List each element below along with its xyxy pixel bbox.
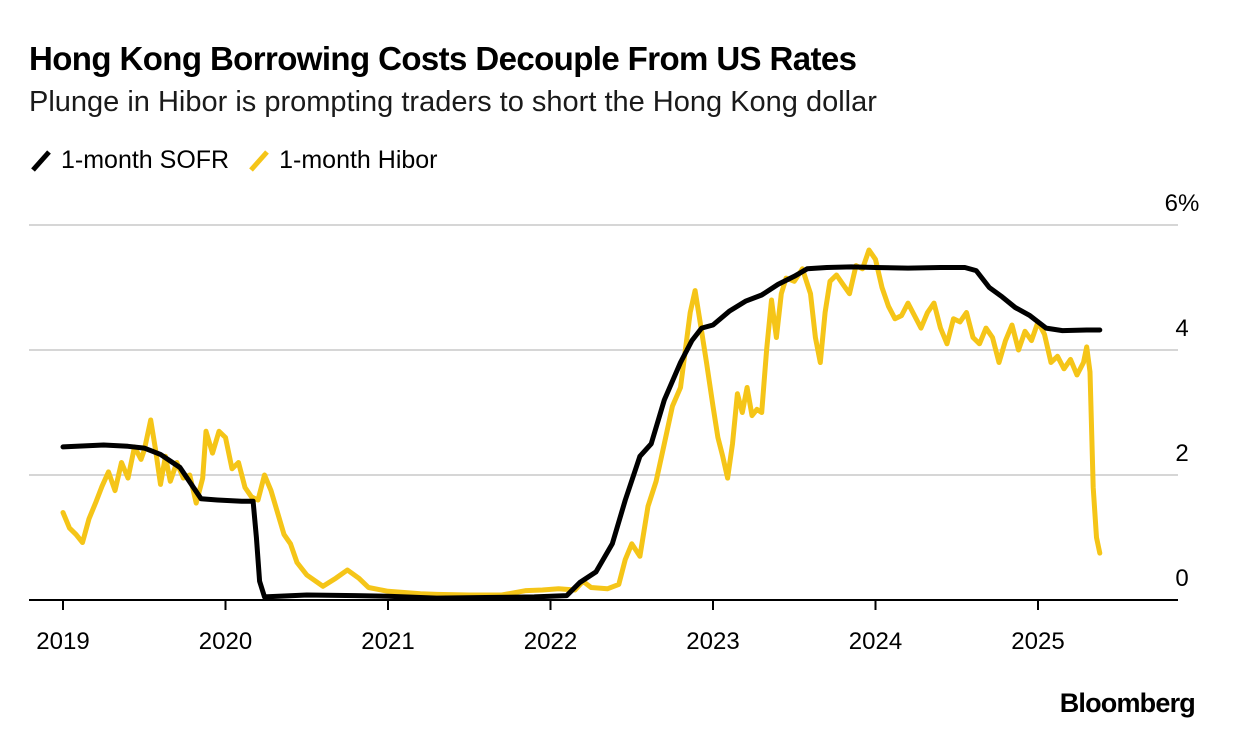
x-tick-label: 2019 — [36, 628, 89, 655]
legend-swatch-hibor — [249, 149, 269, 172]
legend-item-hibor: 1-month Hibor — [247, 146, 438, 175]
x-axis: 2019 2020 2021 2022 2023 2024 2025 — [29, 599, 1178, 655]
x-tick-label: 2022 — [524, 628, 577, 655]
y-tick-label: 0 — [1175, 565, 1188, 592]
y-tick-label: 2 — [1175, 440, 1188, 467]
x-tick-label: 2023 — [686, 628, 739, 655]
x-tick-label: 2021 — [361, 628, 414, 655]
series-line-hibor — [60, 247, 1103, 598]
chart-title: Hong Kong Borrowing Costs Decouple From … — [29, 40, 857, 77]
legend-swatch-sofr — [31, 149, 51, 172]
x-tick-label: 2025 — [1011, 628, 1064, 655]
y-axis-labels: 0 2 4 6% — [1165, 190, 1200, 592]
bloomberg-logo: Bloomberg — [1059, 688, 1196, 718]
legend-item-sofr: 1-month SOFR — [29, 146, 229, 175]
y-tick-label: 4 — [1175, 315, 1188, 342]
legend-label-sofr: 1-month SOFR — [61, 146, 230, 174]
y-tick-label: 6% — [1165, 190, 1200, 217]
series-lines — [60, 247, 1103, 601]
series-line-sofr — [60, 264, 1103, 601]
legend: 1-month SOFR 1-month Hibor — [29, 146, 456, 175]
x-tick-label: 2020 — [199, 628, 252, 655]
chart-subtitle: Plunge in Hibor is prompting traders to … — [29, 86, 877, 118]
x-tick-label: 2024 — [849, 628, 902, 655]
gridlines — [29, 224, 1178, 476]
legend-label-hibor: 1-month Hibor — [279, 146, 438, 174]
